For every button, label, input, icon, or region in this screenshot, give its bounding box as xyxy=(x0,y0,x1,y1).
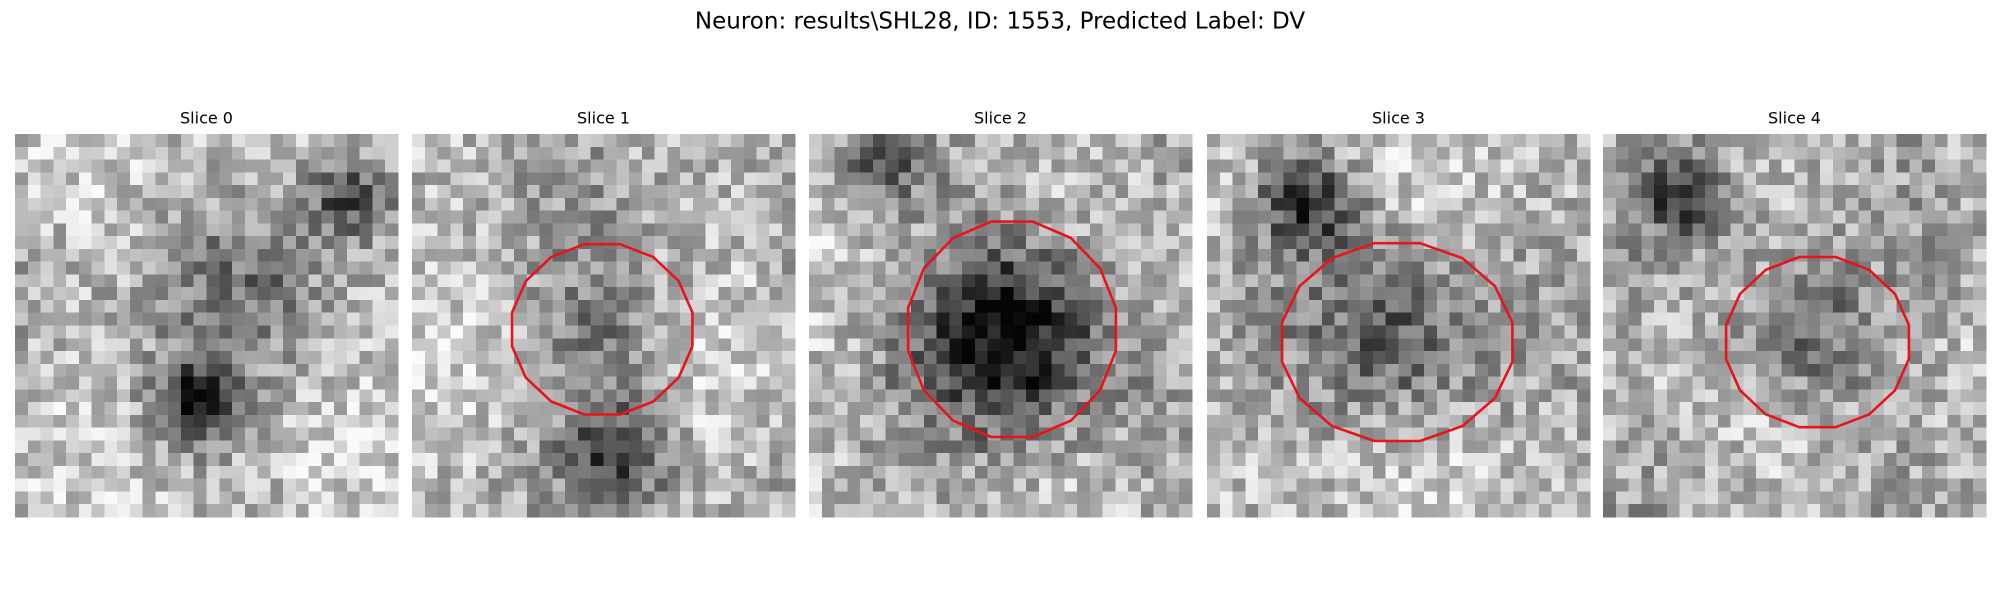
slice-title: Slice 4 xyxy=(1768,109,1821,128)
slice-title: Slice 2 xyxy=(974,109,1027,128)
slice-title: Slice 3 xyxy=(1372,109,1425,128)
roi-contour xyxy=(510,242,694,416)
figure-title: Neuron: results\SHL28, ID: 1553, Predict… xyxy=(695,9,1305,35)
slice-panel xyxy=(412,134,796,518)
roi-contour xyxy=(906,220,1118,439)
slice-image xyxy=(15,134,399,518)
slice-panel xyxy=(809,134,1193,518)
slice-title: Slice 1 xyxy=(577,109,630,128)
slice-image xyxy=(1603,134,1987,518)
slice-panel xyxy=(15,134,399,518)
slice-panel xyxy=(1207,134,1591,518)
slice-image xyxy=(809,134,1193,518)
slice-title: Slice 0 xyxy=(180,109,233,128)
slice-panel xyxy=(1603,134,1987,518)
roi-contour xyxy=(1280,241,1514,443)
slice-image xyxy=(412,134,796,518)
slice-image xyxy=(1207,134,1591,518)
roi-contour xyxy=(1724,255,1911,429)
